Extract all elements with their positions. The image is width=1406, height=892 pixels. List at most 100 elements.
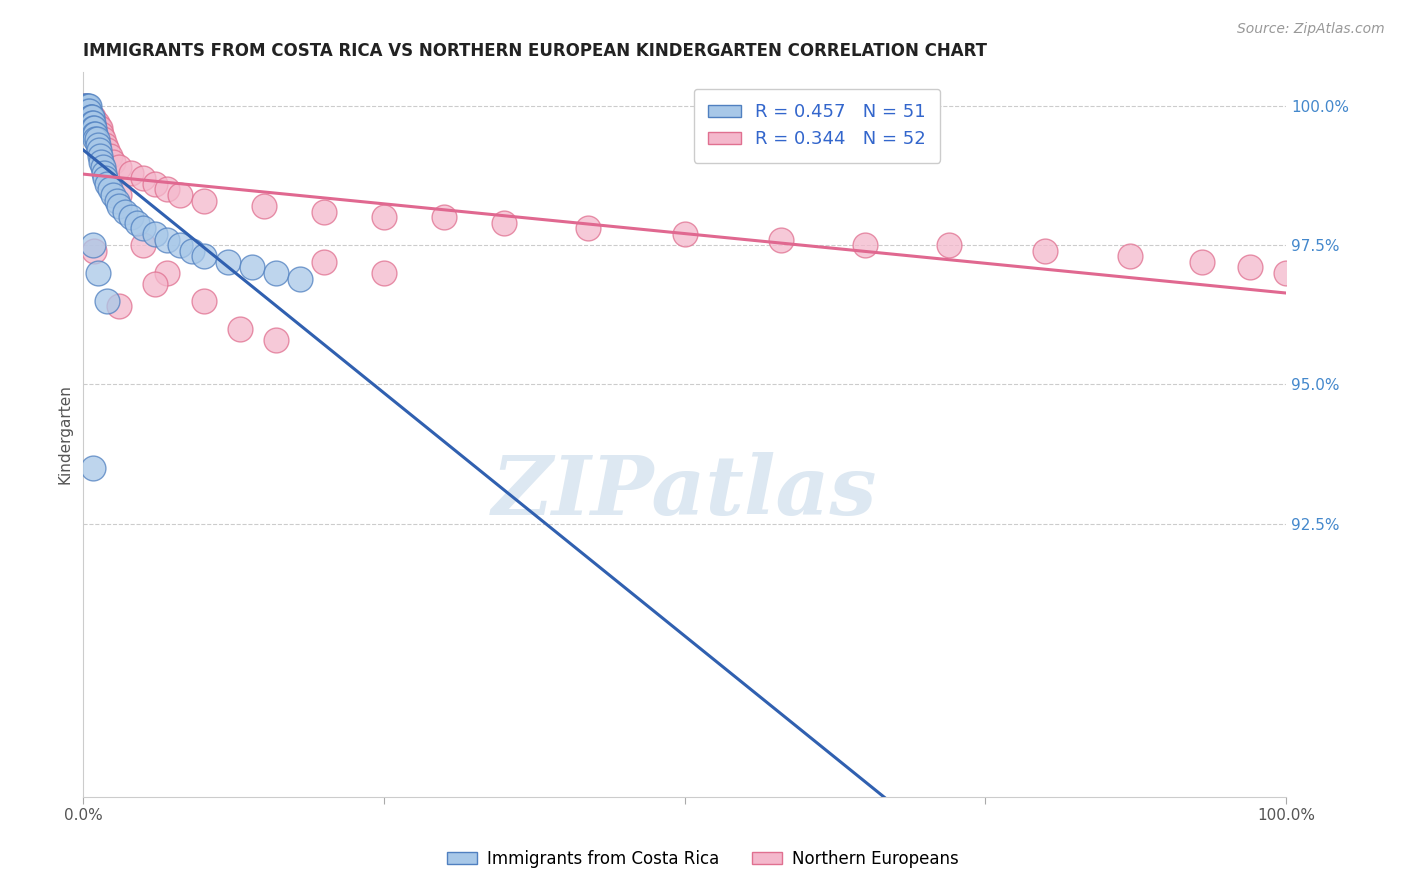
Point [83,127,105,141]
Point [193,249,215,263]
Point [80,110,103,124]
Point [156,266,179,280]
Point [96,144,118,158]
Point [77,104,100,119]
Point [87,137,110,152]
Point [96,177,118,191]
Point [169,238,191,252]
Point [1275,266,1298,280]
Point [84,127,107,141]
Point [79,104,101,119]
Point [240,260,263,275]
Point [87,144,110,158]
Point [86,115,108,129]
Point [79,99,101,113]
Point [108,300,131,314]
Point [77,99,100,113]
Point [769,233,792,247]
Point [264,333,287,347]
Point [77,110,100,124]
Point [169,188,191,202]
Point [87,121,110,136]
Point [193,293,215,308]
Point [1191,255,1213,269]
Point [127,216,149,230]
Legend: Immigrants from Costa Rica, Northern Europeans: Immigrants from Costa Rica, Northern Eur… [440,844,966,875]
Point [73,99,96,113]
Point [82,110,104,124]
Point [94,171,117,186]
Point [82,115,104,129]
Point [91,132,114,146]
Point [145,227,167,241]
Point [312,255,335,269]
Point [1035,244,1057,258]
Point [193,194,215,208]
Point [108,188,131,202]
Point [132,221,155,235]
Text: Source: ZipAtlas.com: Source: ZipAtlas.com [1237,22,1385,37]
Point [87,266,110,280]
Point [105,194,128,208]
Point [673,227,696,241]
Point [156,182,179,196]
Point [82,121,104,136]
Point [373,211,395,225]
Point [145,177,167,191]
Point [93,166,115,180]
Point [312,204,335,219]
Point [1118,249,1140,263]
Point [103,188,125,202]
Point [1239,260,1261,275]
Point [84,132,107,146]
Point [90,127,112,141]
Point [73,99,96,113]
Point [217,255,239,269]
Point [76,104,98,119]
Point [91,160,114,174]
Point [84,115,107,129]
Point [80,115,103,129]
Point [264,266,287,280]
Point [79,104,101,119]
Point [578,221,600,235]
Point [228,321,250,335]
Point [79,110,101,124]
Point [288,271,311,285]
Point [89,149,111,163]
Text: ZIPatlas: ZIPatlas [492,452,877,533]
Point [76,99,98,113]
Point [120,166,142,180]
Point [83,115,105,129]
Point [145,277,167,292]
Point [75,104,97,119]
Point [75,104,97,119]
Point [132,171,155,186]
Point [83,121,105,136]
Point [180,244,202,258]
Point [98,149,121,163]
Point [132,238,155,252]
Point [96,293,118,308]
Point [253,199,276,213]
Point [103,154,125,169]
Legend: R = 0.457   N = 51, R = 0.344   N = 52: R = 0.457 N = 51, R = 0.344 N = 52 [693,88,941,162]
Point [373,266,395,280]
Point [94,137,117,152]
Point [938,238,960,252]
Point [82,238,104,252]
Point [79,110,101,124]
Point [156,233,179,247]
Point [76,104,98,119]
Point [75,99,97,113]
Point [86,132,108,146]
Y-axis label: Kindergarten: Kindergarten [58,384,72,484]
Point [83,244,105,258]
Point [494,216,516,230]
Point [853,238,876,252]
Point [87,121,110,136]
Point [89,121,111,136]
Text: IMMIGRANTS FROM COSTA RICA VS NORTHERN EUROPEAN KINDERGARTEN CORRELATION CHART: IMMIGRANTS FROM COSTA RICA VS NORTHERN E… [83,42,987,60]
Point [77,104,100,119]
Point [98,182,121,196]
